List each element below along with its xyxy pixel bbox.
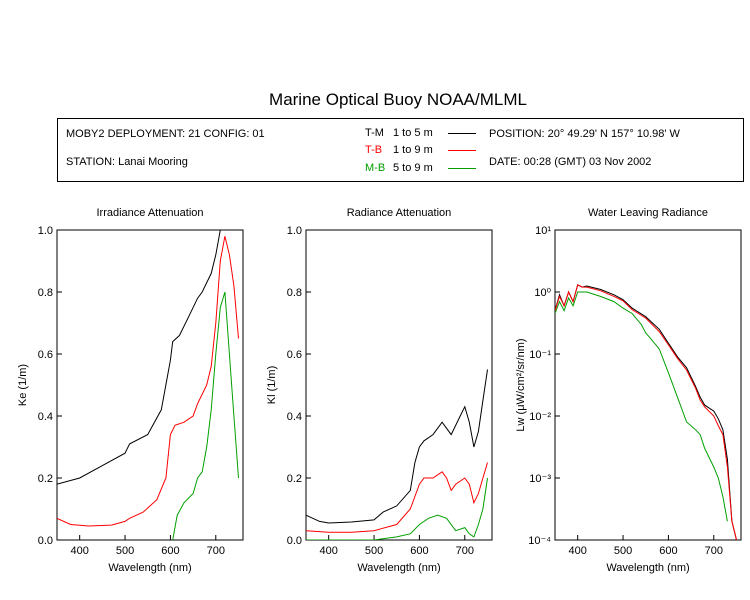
- x-tick-label: 500: [365, 545, 383, 557]
- y-tick-label: 0.2: [38, 473, 53, 485]
- chart-title: Water Leaving Radiance: [588, 207, 708, 219]
- y-tick-label: 10⁻²: [529, 411, 551, 423]
- x-tick-label: 600: [659, 545, 677, 557]
- x-tick-label: 400: [71, 545, 89, 557]
- series-line-m-b: [306, 477, 488, 540]
- x-tick-label: 500: [116, 545, 134, 557]
- x-tick-label: 600: [410, 545, 428, 557]
- legend-code-mb: M-B: [365, 162, 386, 174]
- y-tick-label: 1.0: [287, 225, 302, 237]
- date-label: DATE: 00:28 (GMT) 03 Nov 2002: [489, 156, 652, 168]
- legend-code-tb: T-B: [365, 144, 383, 156]
- x-axis-label: Wavelength (nm): [606, 562, 689, 574]
- y-tick-label: 10¹: [535, 225, 551, 237]
- y-tick-label: 0.0: [38, 535, 53, 547]
- y-axis-label: Ke (1/m): [17, 364, 29, 406]
- legend-range-tb: 1 to 9 m: [393, 144, 433, 156]
- x-tick-label: 700: [705, 545, 723, 557]
- legend-code-tm: T-M: [365, 127, 384, 139]
- series-line-m-b: [172, 291, 239, 540]
- chart-title: Radiance Attenuation: [347, 207, 452, 219]
- deployment-label: MOBY2 DEPLOYMENT: 21 CONFIG: 01: [66, 128, 265, 140]
- y-tick-label: 0.4: [38, 411, 53, 423]
- x-tick-label: 700: [207, 545, 225, 557]
- x-axis-label: Wavelength (nm): [108, 562, 191, 574]
- legend-range-mb: 5 to 9 m: [393, 162, 433, 174]
- series-line-t-m: [306, 369, 488, 524]
- station-label: STATION: Lanai Mooring: [66, 156, 188, 168]
- y-tick-label: 10⁰: [534, 287, 551, 299]
- series-line-t-b: [57, 236, 239, 527]
- x-tick-label: 400: [569, 545, 587, 557]
- y-tick-label: 1.0: [38, 225, 53, 237]
- y-tick-label: 0.8: [287, 287, 302, 299]
- x-tick-label: 500: [614, 545, 632, 557]
- legend-line-tb: [448, 150, 476, 151]
- series-line-t-b: [306, 462, 488, 533]
- chart-title: Irradiance Attenuation: [96, 207, 203, 219]
- x-tick-label: 600: [161, 545, 179, 557]
- x-tick-label: 700: [456, 545, 474, 557]
- y-tick-label: 0.8: [38, 287, 53, 299]
- y-tick-label: 0.2: [287, 473, 302, 485]
- x-axis-label: Wavelength (nm): [357, 562, 440, 574]
- y-tick-label: 10⁻³: [529, 473, 551, 485]
- plot-frame: [554, 229, 742, 541]
- y-axis-label: Lw (μW/cm²/sr/nm): [515, 338, 527, 431]
- legend-range-tm: 1 to 5 m: [393, 127, 433, 139]
- y-tick-label: 0.4: [287, 411, 302, 423]
- y-tick-label: 0.6: [287, 349, 302, 361]
- page-title: Marine Optical Buoy NOAA/MLML: [269, 90, 527, 109]
- series-line-m-b: [555, 291, 728, 522]
- position-label: POSITION: 20° 49.29' N 157° 10.98' W: [489, 128, 680, 140]
- series-line-t-m: [57, 230, 221, 485]
- y-tick-label: 10⁻⁴: [528, 535, 551, 547]
- deployment-info-box: MOBY2 DEPLOYMENT: 21 CONFIG: 01 STATION:…: [57, 118, 744, 182]
- series-line-t-m: [555, 284, 737, 540]
- plot-frame: [56, 229, 244, 541]
- y-tick-label: 10⁻¹: [529, 349, 551, 361]
- y-tick-label: 0.0: [287, 535, 302, 547]
- y-axis-label: Kl (1/m): [266, 366, 278, 405]
- y-tick-label: 0.6: [38, 349, 53, 361]
- series-line-t-b: [555, 284, 737, 540]
- x-tick-label: 400: [320, 545, 338, 557]
- legend-line-tm: [448, 133, 476, 134]
- plot-frame: [305, 229, 493, 541]
- legend-line-mb: [448, 168, 476, 169]
